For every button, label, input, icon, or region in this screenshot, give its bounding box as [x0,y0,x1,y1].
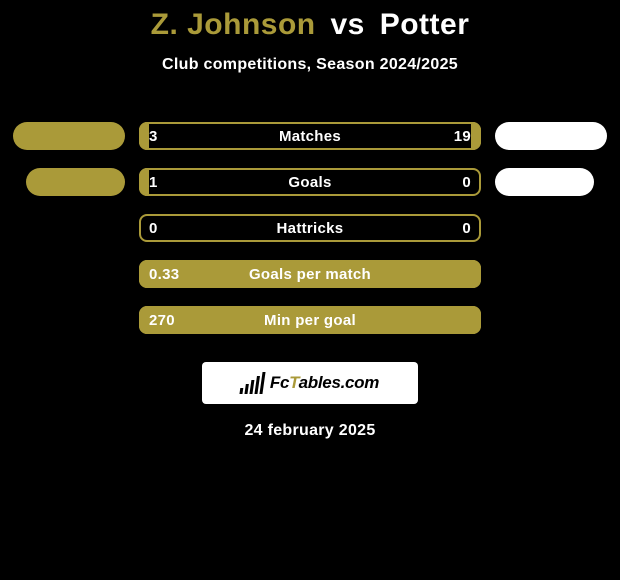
metric-bar: Goals per match0.33 [139,260,481,288]
player2-pill [495,168,594,196]
subtitle: Club competitions, Season 2024/2025 [0,56,620,74]
player2-value: 0 [462,168,471,196]
player1-value: 3 [149,122,158,150]
player1-pill [26,168,125,196]
player1-pill [13,122,125,150]
metric-bar: Min per goal270 [139,306,481,334]
brand-text: FcTables.com [270,373,379,393]
metric-label: Goals per match [139,260,481,288]
player2-pill [495,122,607,150]
metric-label: Hattricks [139,214,481,242]
metric-bar: Matches3 19 [139,122,481,150]
brand-accent-letter: T [289,373,298,392]
player2-value: 19 [454,122,471,150]
brand-prefix: Fc [270,373,289,392]
title-separator: vs [330,8,364,41]
player1-value: 270 [149,306,175,334]
metric-bar: Hattricks0 0 [139,214,481,242]
snapshot-date: 24 february 2025 [0,422,620,440]
bar-chart-icon [239,372,265,394]
comparison-card: Z. Johnson vs Potter Club competitions, … [0,0,620,580]
metric-label: Goals [139,168,481,196]
brand-logo: FcTables.com [202,362,418,404]
metric-bar: Goals1 0 [139,168,481,196]
player1-value: 0.33 [149,260,179,288]
metric-row: Min per goal270 [0,298,620,344]
metric-row: Matches3 19 [0,114,620,160]
player2-value: 0 [462,214,471,242]
player2-name: Potter [380,8,470,41]
metric-label: Min per goal [139,306,481,334]
metric-row: Goals per match0.33 [0,252,620,298]
metric-row: Hattricks0 0 [0,206,620,252]
player1-name: Z. Johnson [151,8,316,41]
metric-row: Goals1 0 [0,160,620,206]
metric-label: Matches [139,122,481,150]
brand-suffix: ables.com [299,373,379,392]
player1-value: 1 [149,168,158,196]
metrics-list: Matches319Goals10Hattricks00Goals per ma… [0,114,620,344]
page-title: Z. Johnson vs Potter [0,0,620,42]
player1-value: 0 [149,214,158,242]
